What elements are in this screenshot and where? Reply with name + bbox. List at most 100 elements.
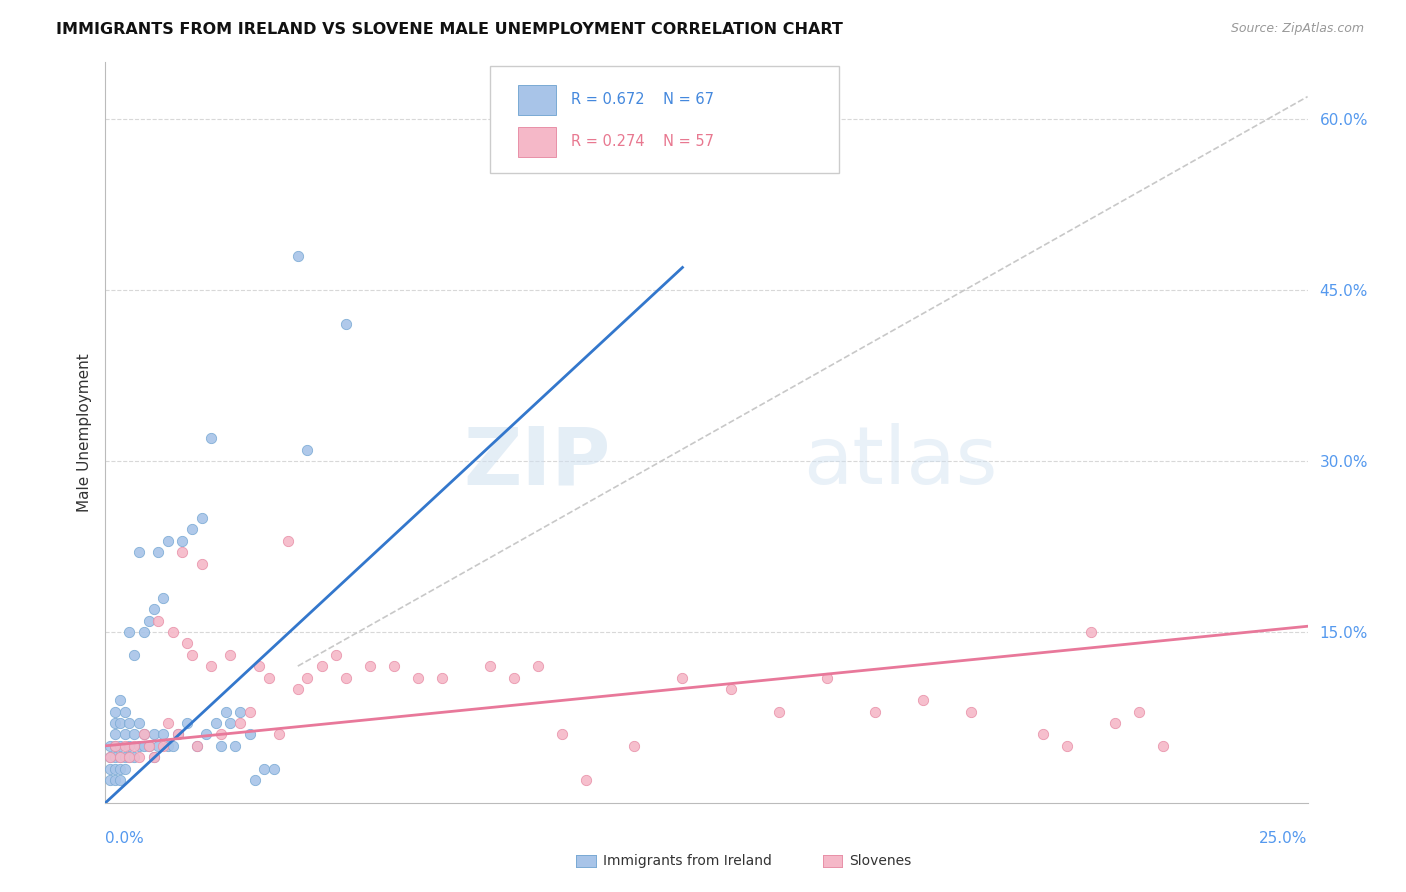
Point	[114, 739, 136, 753]
Point	[104, 739, 127, 753]
Point	[335, 318, 357, 332]
Text: R = 0.672    N = 67: R = 0.672 N = 67	[571, 93, 714, 107]
Point	[209, 739, 232, 753]
Point	[263, 762, 285, 776]
Point	[128, 716, 150, 731]
Text: 0.0%: 0.0%	[105, 831, 145, 846]
Point	[229, 705, 252, 719]
Point	[768, 705, 790, 719]
Point	[239, 727, 262, 741]
Point	[253, 762, 276, 776]
Point	[142, 727, 165, 741]
Point	[911, 693, 934, 707]
Point	[104, 739, 127, 753]
Point	[503, 671, 526, 685]
Point	[148, 614, 170, 628]
Text: Immigrants from Ireland: Immigrants from Ireland	[603, 855, 772, 868]
Point	[142, 750, 165, 764]
Point	[815, 671, 838, 685]
Point	[195, 727, 218, 741]
Point	[132, 727, 155, 741]
Point	[166, 727, 188, 741]
Point	[1152, 739, 1174, 753]
Point	[152, 727, 174, 741]
Point	[104, 762, 127, 776]
Point	[114, 727, 136, 741]
Point	[186, 739, 208, 753]
Point	[128, 739, 150, 753]
Point	[406, 671, 429, 685]
Point	[132, 727, 155, 741]
Point	[181, 523, 204, 537]
Point	[142, 750, 165, 764]
Point	[104, 727, 127, 741]
Point	[1056, 739, 1078, 753]
Point	[1128, 705, 1150, 719]
Point	[575, 772, 598, 787]
Point	[479, 659, 502, 673]
Point	[277, 533, 299, 548]
Point	[118, 624, 141, 639]
Point	[138, 614, 160, 628]
Point	[176, 636, 198, 650]
Point	[359, 659, 381, 673]
Point	[132, 739, 155, 753]
Point	[287, 249, 309, 263]
Point	[142, 602, 165, 616]
Point	[108, 762, 131, 776]
Point	[219, 648, 242, 662]
Point	[98, 739, 121, 753]
Point	[108, 772, 131, 787]
Point	[152, 739, 174, 753]
Point	[257, 671, 280, 685]
Point	[132, 624, 155, 639]
Point	[623, 739, 645, 753]
Point	[114, 762, 136, 776]
Point	[267, 727, 290, 741]
Point	[166, 727, 188, 741]
Point	[960, 705, 983, 719]
Point	[247, 659, 270, 673]
Point	[104, 750, 127, 764]
Point	[162, 739, 184, 753]
Point	[162, 624, 184, 639]
Point	[224, 739, 246, 753]
Point	[118, 750, 141, 764]
Point	[1104, 716, 1126, 731]
Point	[98, 762, 121, 776]
Point	[214, 705, 236, 719]
Point	[148, 739, 170, 753]
Point	[181, 648, 204, 662]
Point	[1080, 624, 1102, 639]
Point	[138, 739, 160, 753]
Point	[311, 659, 333, 673]
Point	[186, 739, 208, 753]
Point	[382, 659, 405, 673]
Point	[243, 772, 266, 787]
Point	[128, 750, 150, 764]
Point	[152, 591, 174, 605]
Point	[297, 671, 319, 685]
Text: ZIP: ZIP	[463, 423, 610, 501]
Point	[128, 545, 150, 559]
Point	[1032, 727, 1054, 741]
Point	[108, 693, 131, 707]
Point	[671, 671, 693, 685]
Text: Slovenes: Slovenes	[849, 855, 911, 868]
Point	[863, 705, 886, 719]
Point	[98, 750, 121, 764]
Point	[190, 557, 212, 571]
Point	[148, 545, 170, 559]
Text: atlas: atlas	[803, 423, 997, 501]
Point	[108, 750, 131, 764]
Point	[98, 772, 121, 787]
Point	[98, 750, 121, 764]
Text: IMMIGRANTS FROM IRELAND VS SLOVENE MALE UNEMPLOYMENT CORRELATION CHART: IMMIGRANTS FROM IRELAND VS SLOVENE MALE …	[56, 22, 844, 37]
Point	[172, 533, 194, 548]
Point	[124, 648, 146, 662]
Point	[118, 739, 141, 753]
Point	[118, 716, 141, 731]
Point	[108, 750, 131, 764]
Text: 25.0%: 25.0%	[1260, 831, 1308, 846]
Point	[108, 739, 131, 753]
